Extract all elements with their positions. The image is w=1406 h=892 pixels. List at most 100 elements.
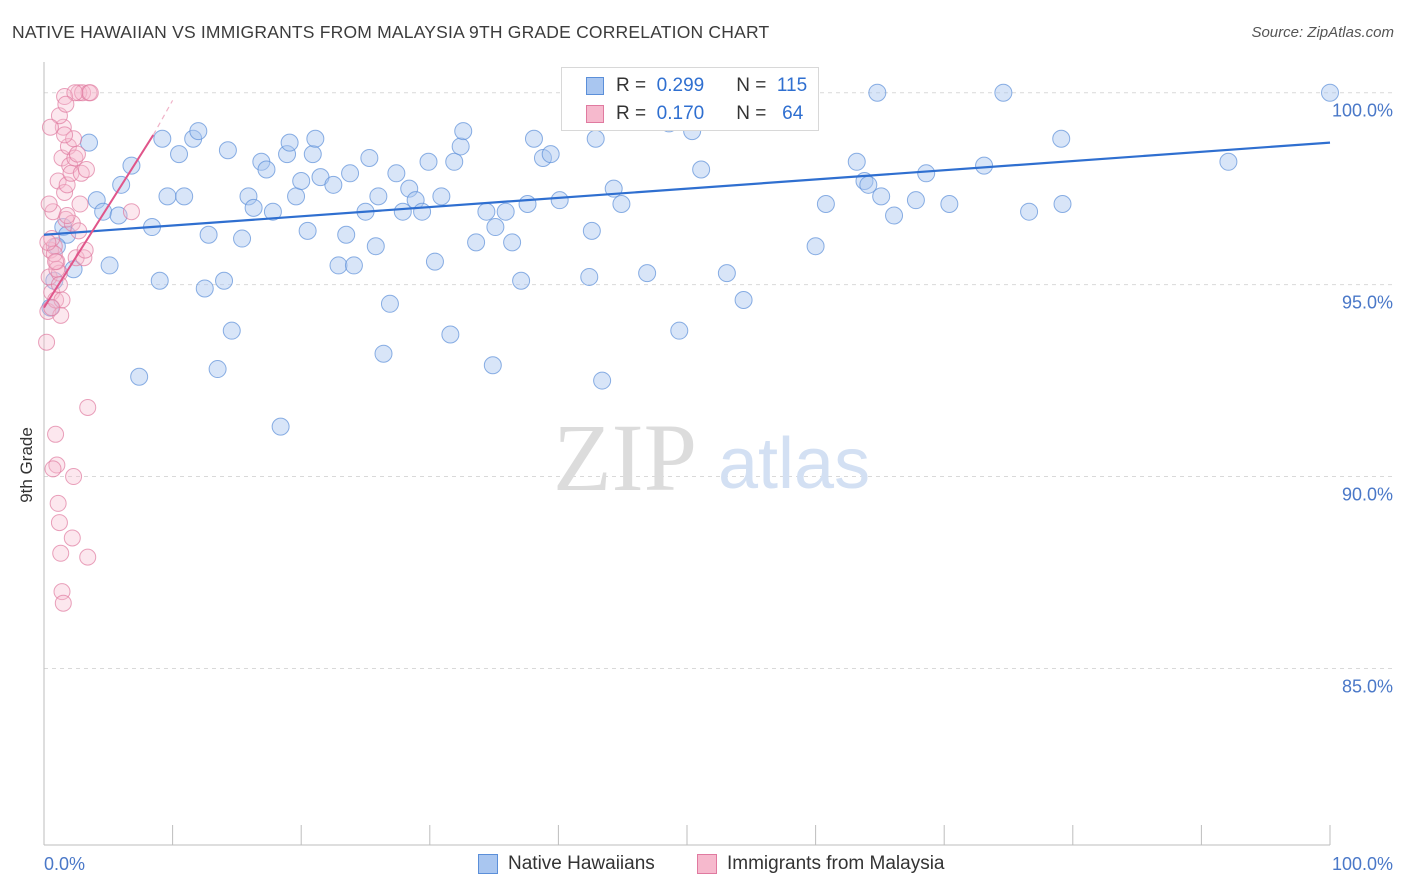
data-point [374,344,393,363]
data-point [868,83,887,102]
data-point [38,333,56,351]
data-point [906,191,925,210]
data-point [68,145,86,163]
axes [43,62,1331,846]
data-point [263,202,282,221]
data-point [271,417,290,436]
data-point [79,398,97,416]
data-point [233,229,252,248]
y-tick-label: 90.0% [1342,485,1393,505]
legend-r-value: 0.170 [656,103,705,124]
data-point [280,133,299,152]
data-point [66,84,84,102]
data-point [43,299,61,317]
data-point [58,207,76,225]
bottom-legend-swatch-pink [697,854,717,874]
bottom-legend-immigrants-malaysia: Immigrants from Malaysia [697,851,945,877]
data-point [222,321,241,340]
data-point [158,187,177,206]
data-point [413,202,432,221]
data-point [65,468,83,486]
data-point [50,514,68,532]
data-point [44,460,62,478]
data-point [486,218,505,237]
y-tick-label: 100.0% [1332,101,1393,121]
data-point [612,195,631,214]
data-point [244,198,263,217]
data-point [329,256,348,275]
data-point [170,145,189,164]
data-point [40,195,58,213]
data-point [153,129,172,148]
data-point [341,164,360,183]
legend-r-label: R = [616,75,647,96]
data-point [940,195,959,214]
data-point [1020,202,1039,221]
data-point [47,253,65,271]
data-point [239,187,258,206]
data-point [524,129,543,148]
legend-n-value: 115 [776,75,808,96]
data-point [109,206,128,225]
data-point [195,279,214,298]
data-point [1053,195,1072,214]
data-point [483,356,502,375]
data-point [87,191,106,210]
bottom-legend-label: Native Hawaiians [508,853,655,874]
data-point [278,145,297,164]
data-point [49,494,67,512]
legend-n-label: N = [736,103,767,124]
data-point [393,202,412,221]
data-point [215,271,234,290]
data-point [52,544,70,562]
data-point [425,252,444,271]
data-point [872,187,891,206]
legend-r-label: R = [616,103,647,124]
legend-swatch-pink [586,105,604,123]
legend-row-immigrants-malaysia: R = 0.170 N = 64 [586,101,803,127]
x-tick-label: 100.0% [1332,854,1393,874]
data-point [885,206,904,225]
trend-lines [43,100,1331,309]
data-point [717,264,736,283]
data-point [324,175,343,194]
data-point [70,84,88,102]
data-point [298,221,317,240]
data-point [100,256,119,275]
data-point [79,548,97,566]
data-point [122,203,140,221]
data-point [387,164,406,183]
source-label: Source: ZipAtlas.com [1251,24,1394,41]
data-point [47,425,65,443]
data-point [994,83,1013,102]
data-point [917,164,936,183]
data-point [550,191,569,210]
data-point [292,171,311,190]
legend-n-value: 64 [782,103,804,124]
data-point [77,160,95,178]
series-immigrants-malaysia [38,84,140,612]
data-point [208,360,227,379]
watermark: ZIP atlas [553,404,870,511]
data-point [303,145,322,164]
data-point [369,187,388,206]
data-point [1219,152,1238,171]
chart-title: NATIVE HAWAIIAN VS IMMIGRANTS FROM MALAY… [12,22,770,42]
legend-n-label: N = [736,75,767,96]
data-point [56,126,74,144]
data-point [580,267,599,286]
data-point [432,187,451,206]
watermark-atlas: atlas [718,424,870,504]
correlation-legend: R = 0.299 N = 115 R = 0.170 N = 64 [561,67,819,131]
data-point [467,233,486,252]
series-native-hawaiians [41,83,1339,436]
y-axis-label: 9th Grade [17,427,36,503]
trend-line-extension [152,100,174,136]
data-point [366,237,385,256]
data-point [975,156,994,175]
data-point [541,145,560,164]
data-point [512,271,531,290]
data-point [445,152,464,171]
data-point [734,290,753,309]
data-point [451,137,470,156]
